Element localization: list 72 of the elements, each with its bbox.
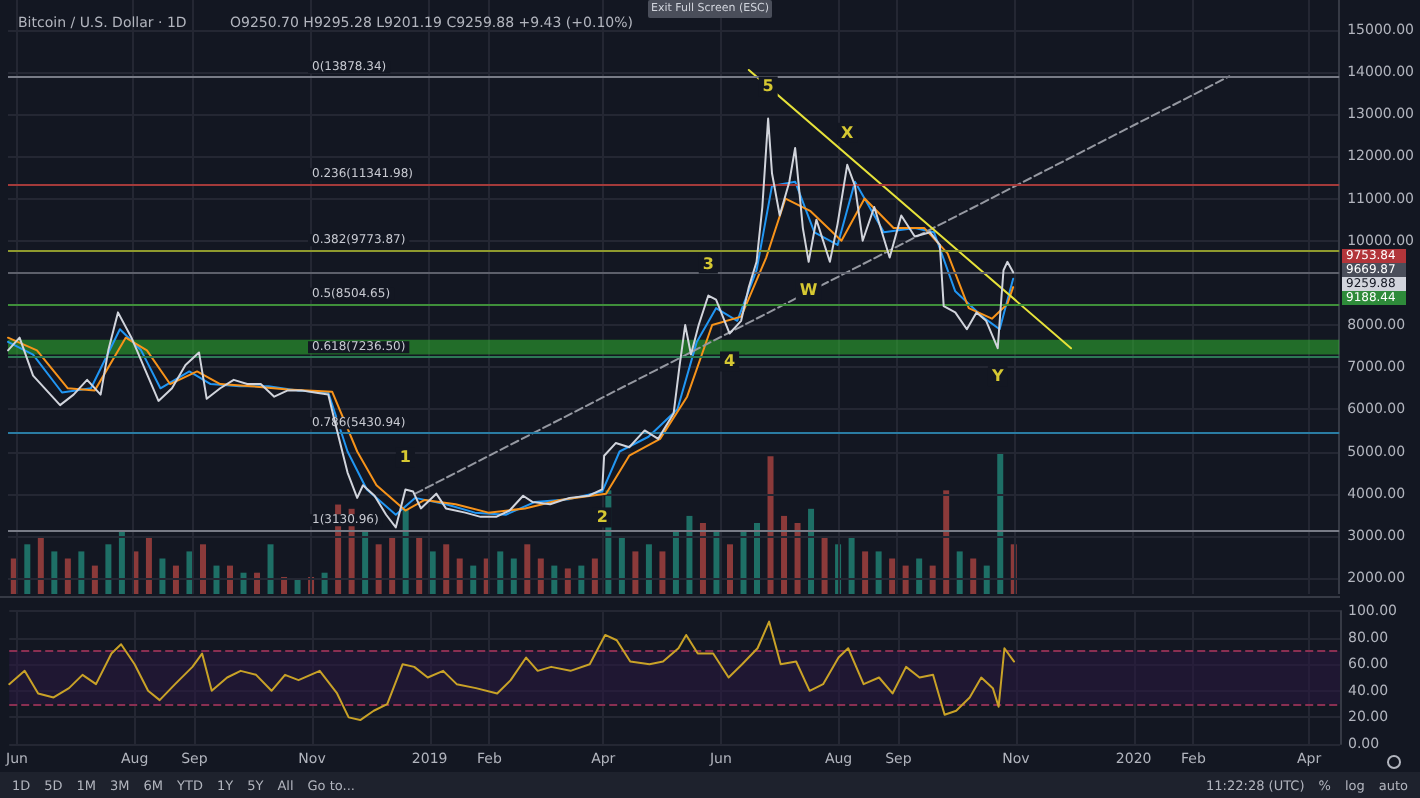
bar — [389, 537, 396, 594]
bar — [267, 544, 274, 594]
bar — [524, 544, 531, 594]
bar — [456, 558, 463, 594]
bar — [781, 515, 788, 594]
bar — [970, 558, 977, 594]
bar — [362, 530, 369, 594]
annotation: 4 — [723, 352, 736, 371]
bar — [875, 551, 882, 594]
bar — [24, 544, 31, 594]
bar — [551, 565, 558, 594]
bar — [443, 544, 450, 594]
bar — [64, 558, 71, 594]
bar — [618, 537, 625, 594]
bar — [997, 452, 1004, 594]
annotation: Y — [989, 367, 1004, 386]
annotation: W — [799, 280, 818, 299]
line-series — [7, 117, 1015, 529]
bar — [889, 558, 896, 594]
bar — [808, 508, 815, 594]
bar — [227, 565, 233, 594]
bar — [754, 523, 761, 594]
bar — [470, 565, 477, 594]
bar — [199, 544, 206, 594]
bar — [672, 530, 679, 594]
bar — [78, 551, 85, 594]
bar — [632, 551, 639, 594]
bar — [145, 537, 152, 594]
bar — [51, 551, 58, 594]
annotation: 2 — [596, 508, 608, 527]
annotation: 5 — [762, 77, 775, 96]
bar — [862, 551, 869, 594]
annotation: 3 — [702, 254, 714, 273]
bar — [821, 537, 828, 594]
annotation: X — [841, 123, 856, 142]
bar — [659, 551, 666, 594]
bar — [402, 508, 409, 594]
bar — [929, 565, 936, 594]
bar — [564, 568, 571, 594]
bar — [902, 565, 909, 594]
bar — [429, 551, 436, 594]
bar — [686, 515, 693, 594]
bar — [510, 558, 517, 594]
bar — [186, 551, 193, 594]
bar — [848, 537, 855, 594]
bar — [767, 456, 774, 594]
bar — [37, 537, 44, 594]
bar — [118, 530, 125, 594]
bar — [213, 565, 220, 594]
bar — [916, 558, 923, 594]
bar — [375, 544, 382, 594]
bar — [943, 490, 950, 594]
annotation: 1 — [399, 448, 412, 467]
bar — [172, 565, 179, 594]
bar — [497, 551, 504, 594]
bar — [699, 523, 706, 594]
bar — [983, 565, 990, 594]
bar — [726, 544, 733, 594]
bar — [591, 558, 598, 594]
bar — [416, 537, 423, 594]
bar — [537, 558, 544, 594]
bar — [294, 579, 301, 594]
bar — [740, 530, 747, 594]
bar — [956, 551, 963, 594]
bar — [713, 530, 720, 594]
line-series — [8, 620, 1016, 722]
bar — [159, 558, 166, 594]
bar — [794, 523, 801, 594]
bar — [91, 565, 98, 594]
bar — [578, 565, 585, 594]
bar — [105, 544, 112, 594]
bar — [645, 544, 652, 594]
